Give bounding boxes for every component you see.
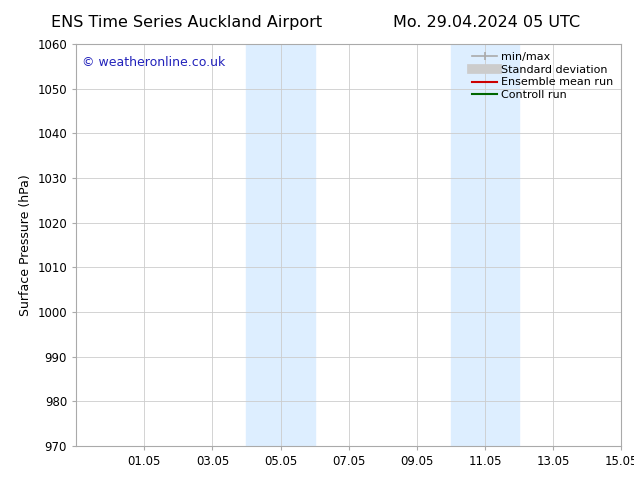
Text: © weatheronline.co.uk: © weatheronline.co.uk bbox=[82, 56, 225, 69]
Y-axis label: Surface Pressure (hPa): Surface Pressure (hPa) bbox=[19, 174, 32, 316]
Text: Mo. 29.04.2024 05 UTC: Mo. 29.04.2024 05 UTC bbox=[393, 15, 580, 29]
Bar bbox=[451, 44, 519, 446]
Legend: min/max, Standard deviation, Ensemble mean run, Controll run: min/max, Standard deviation, Ensemble me… bbox=[470, 49, 616, 102]
Text: ENS Time Series Auckland Airport: ENS Time Series Auckland Airport bbox=[51, 15, 322, 29]
Bar bbox=[247, 44, 314, 446]
